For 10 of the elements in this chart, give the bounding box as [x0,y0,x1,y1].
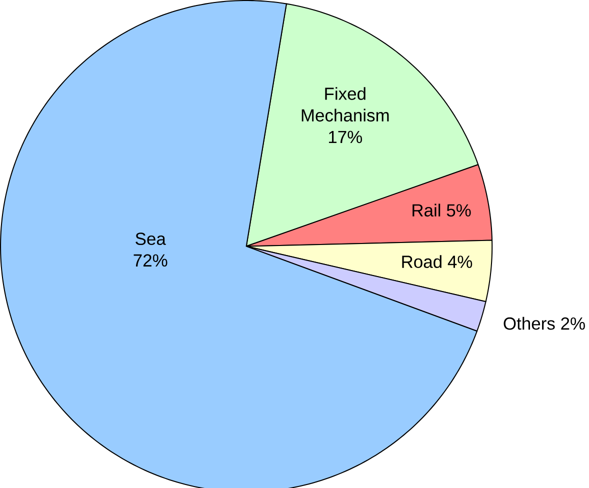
data-label: 2% [561,317,585,330]
slice-label: Others [504,316,555,330]
data-label: 5% [446,204,471,217]
slice-label: Road [402,255,442,268]
data-label: 4% [448,256,472,268]
data-label: 17% [328,130,362,144]
slice-label: Rail [412,204,440,217]
data-label: 72% [134,254,168,267]
slice-label: Sea [136,232,166,246]
slice-label: Fixed Mechanism [302,87,389,122]
